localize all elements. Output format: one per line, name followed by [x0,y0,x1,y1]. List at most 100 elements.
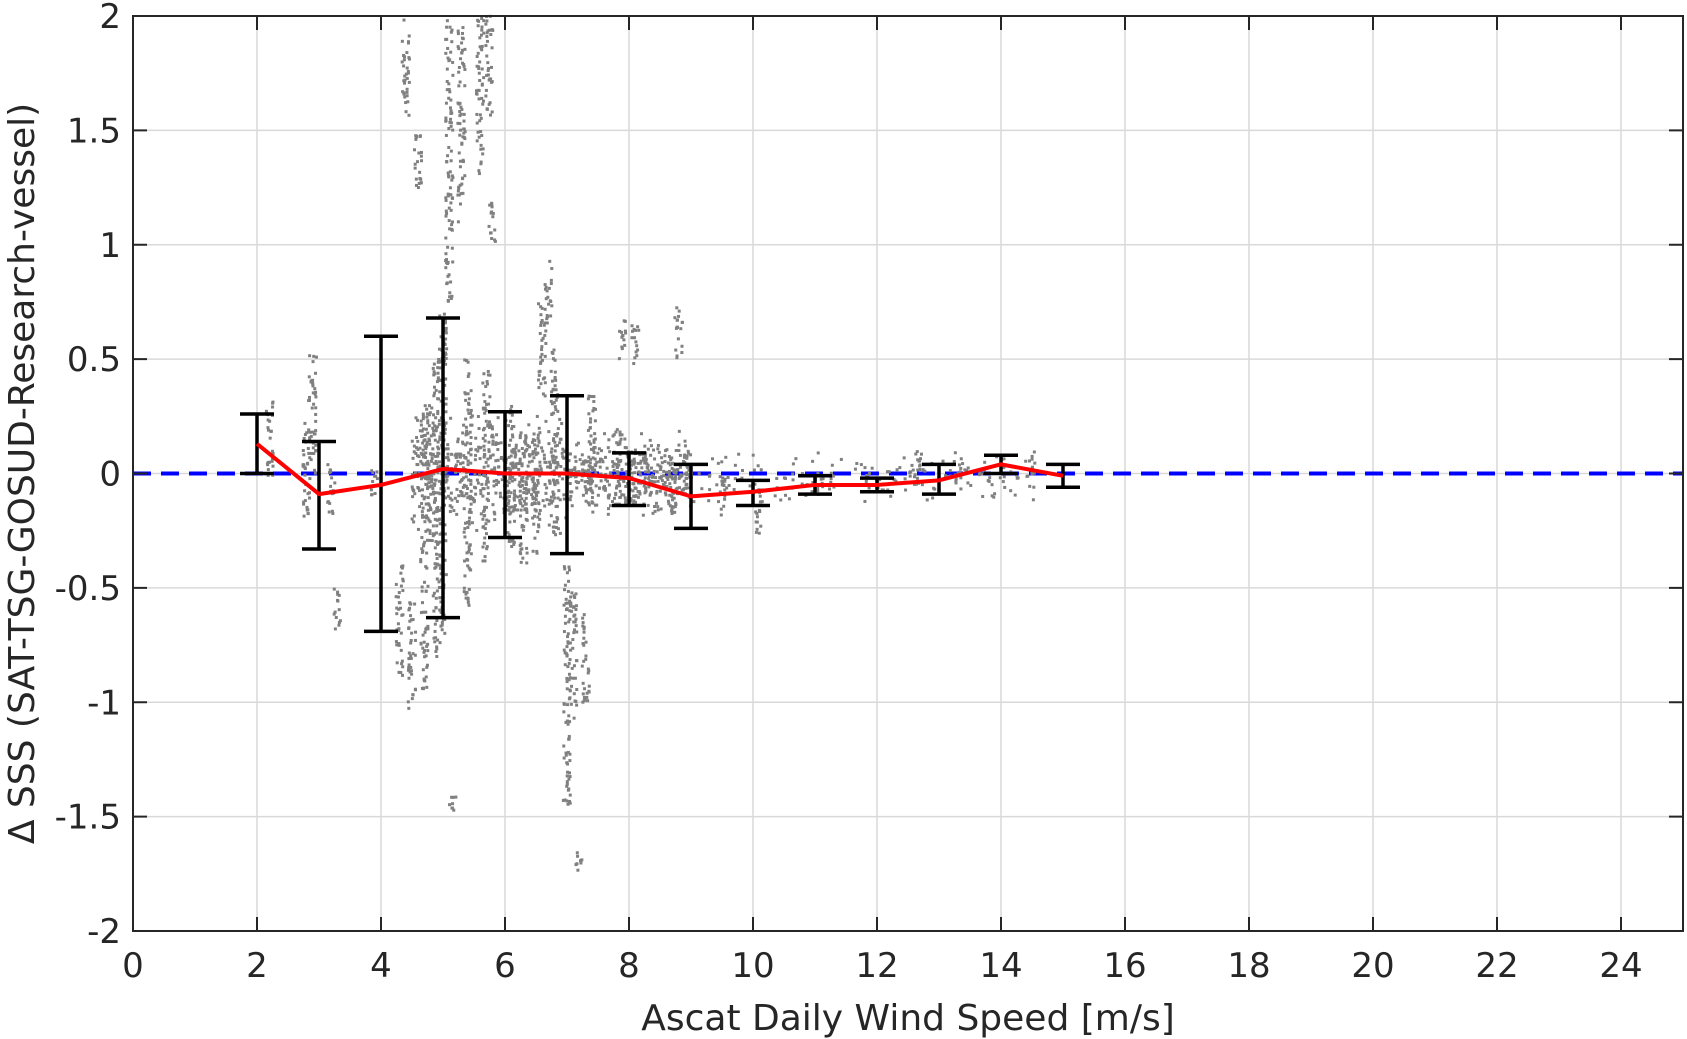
scatter-point [794,457,798,461]
scatter-point [716,461,720,465]
scatter-point [458,122,462,126]
scatter-point [552,401,556,405]
scatter-point [566,641,570,645]
scatter-point [653,509,657,513]
scatter-point [423,655,427,659]
scatter-point [816,486,820,490]
scatter-point [1026,474,1030,478]
scatter-point [467,545,471,549]
scatter-point [603,484,607,488]
scatter-point [514,464,518,468]
scatter-point [484,22,488,26]
scatter-point [725,486,729,490]
scatter-point [594,484,598,488]
scatter-point [573,620,577,624]
scatter-point [479,116,483,120]
scatter-point [913,473,917,477]
scatter-point [461,466,465,470]
scatter-point [463,559,467,563]
scatter-point [634,486,638,490]
scatter-point [432,532,436,536]
scatter-point [412,514,416,518]
y-tick-label: -1 [87,683,121,723]
scatter-point [510,427,514,431]
scatter-point [400,662,404,666]
scatter-point [479,160,483,164]
scatter-point [394,582,398,586]
scatter-point [525,476,529,480]
scatter-point [816,451,820,455]
scatter-point [484,409,488,413]
scatter-point [462,127,466,131]
scatter-point [444,266,448,270]
scatter-point [308,477,312,481]
scatter-point [462,483,466,487]
scatter-point [407,676,411,680]
scatter-point [489,113,493,117]
scatter-cluster [617,319,628,361]
scatter-point [552,469,556,473]
scatter-point [412,520,416,524]
scatter-point [428,442,432,446]
scatter-point [414,183,418,187]
scatter-point [653,457,657,461]
scatter-point [438,554,442,558]
scatter-point [437,360,441,364]
scatter-point [425,407,429,411]
scatter-point [553,405,557,409]
scatter-point [755,511,759,515]
scatter-point [829,480,833,484]
scatter-point [553,458,557,462]
scatter-point [527,488,531,492]
scatter-point [584,491,588,495]
scatter-point [435,518,439,522]
scatter-point [631,502,635,506]
scatter-point [537,373,541,377]
scatter-point [449,208,453,212]
scatter-point [452,509,456,513]
scatter-point [673,316,677,320]
x-tick-label: 0 [122,946,144,986]
scatter-point [479,446,483,450]
scatter-point [644,488,648,492]
scatter-point [565,601,569,605]
scatter-point [401,90,405,94]
scatter-point [525,518,529,522]
scatter-point [467,402,471,406]
scatter-point [432,609,436,613]
scatter-point [558,531,562,535]
scatter-point [455,512,459,516]
scatter-point [432,491,436,495]
scatter-point [830,463,834,467]
scatter-point [436,471,440,475]
scatter-point [266,418,270,422]
scatter-point [685,473,689,477]
scatter-point [666,478,670,482]
scatter-point [477,172,481,176]
scatter-point [633,356,637,360]
scatter-point [524,434,528,438]
scatter-point [420,494,424,498]
scatter-point [481,99,485,103]
scatter-point [575,630,579,634]
scatter-point [425,551,429,555]
scatter-point [434,636,438,640]
scatter-point [536,481,540,485]
scatter-point [530,503,534,507]
scatter-point [474,492,478,496]
scatter-point [574,470,578,474]
scatter-point [485,380,489,384]
scatter-point [438,464,442,468]
scatter-point [465,590,469,594]
scatter-point [819,477,823,481]
scatter-point [543,321,547,325]
scatter-point [432,482,436,486]
scatter-point [629,499,633,503]
scatter-point [509,462,513,466]
scatter-point [479,147,483,151]
scatter-point [463,527,467,531]
scatter-point [477,135,481,139]
scatter-point [434,531,438,535]
scatter-point [306,462,310,466]
scatter-point [625,470,629,474]
